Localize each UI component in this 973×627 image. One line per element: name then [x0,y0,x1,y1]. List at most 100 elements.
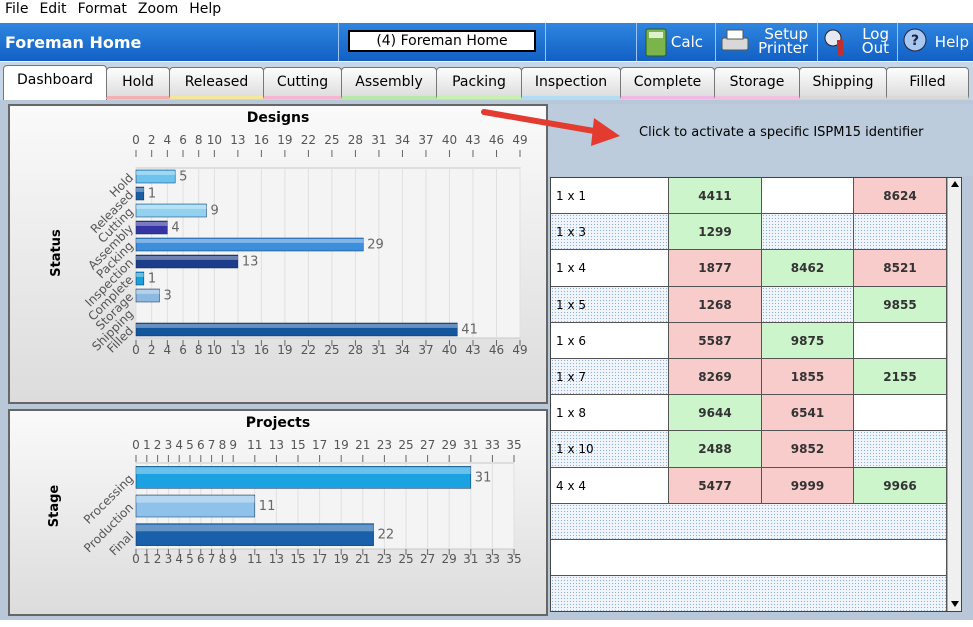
bar-highlight [136,496,255,503]
identifier-grid: 1 x 1 4411 8624 1 x 3 1299 1 x 4 1877 8462 8521 1… [550,177,962,612]
projects-panel: Projects 0 0 1 1 2 2 3 3 4 4 5 5 6 6 7 7 8 8 9 9 11 11 13 13 15 15… [8,409,548,616]
x-tick-label: 15 [290,552,305,566]
id-cell[interactable]: 9999 [762,467,854,504]
row-label[interactable]: 1 x 8 [551,395,669,432]
menu-item[interactable]: Zoom [137,1,179,17]
x-tick-label: 9 [229,438,237,452]
menu-item[interactable]: File [5,1,29,17]
tab[interactable]: Packing [436,67,522,99]
row-label[interactable]: 1 x 10 [551,431,669,468]
x-tick-label: 11 [247,552,262,566]
row-label[interactable]: 4 x 4 [551,467,669,504]
id-cell[interactable]: 6541 [762,395,854,432]
row-label[interactable]: 1 x 5 [551,286,669,323]
toolbar-button[interactable]: Log Out [818,23,893,61]
x-tick-label: 17 [312,438,327,452]
page-selector[interactable]: (4) Foreman Home [348,30,536,52]
tab[interactable]: Cutting [263,67,342,99]
x-tick-label: 28 [348,343,363,357]
x-tick-label: 43 [465,343,480,357]
x-tick-label: 49 [512,343,527,357]
id-cell[interactable]: 1268 [669,286,762,323]
x-tick-label: 23 [377,438,392,452]
bar [135,494,256,518]
x-tick-label: 4 [175,552,183,566]
separator [817,23,818,61]
id-cell[interactable]: 2488 [669,431,762,468]
tab[interactable]: Complete [620,67,715,99]
x-tick-label: 21 [355,438,370,452]
grid-row [551,540,947,577]
tab[interactable]: Assembly [341,67,437,99]
scrollbar[interactable] [947,178,961,611]
id-cell[interactable]: 1855 [762,359,854,396]
id-cell[interactable]: 9875 [762,322,854,359]
scroll-down[interactable] [951,601,959,607]
row-label[interactable]: 1 x 4 [551,250,669,287]
x-tick-label: 21 [355,552,370,566]
id-cell[interactable]: 8521 [854,250,947,287]
row-label[interactable]: 1 x 6 [551,322,669,359]
id-cell[interactable]: 1877 [669,250,762,287]
x-tick-label: 31 [463,438,478,452]
x-tick-label: 3 [165,438,173,452]
toolbar-button[interactable]: ? Help [898,23,973,61]
scroll-up[interactable] [951,181,959,187]
row-label[interactable]: 1 x 3 [551,214,669,251]
tab[interactable]: Storage [714,67,800,99]
x-tick-label: 40 [442,133,457,147]
menu-item[interactable]: Edit [39,1,67,17]
id-cell[interactable]: 9852 [762,431,854,468]
id-cell[interactable]: 8624 [854,178,947,215]
x-tick-label: 25 [324,343,339,357]
x-tick-label: 7 [208,552,216,566]
value-label: 13 [242,255,259,270]
bar [135,254,239,269]
x-tick-label: 37 [418,343,433,357]
tab[interactable]: Dashboard [3,65,107,100]
row-label[interactable]: 1 x 1 [551,178,669,215]
id-cell[interactable]: 9966 [854,467,947,504]
tab[interactable]: Released [169,67,264,99]
x-tick-label: 27 [420,438,435,452]
id-cell[interactable]: 2155 [854,359,947,396]
empty-cell [762,286,854,323]
bar-highlight [136,222,168,226]
empty-cell [854,214,947,251]
tab[interactable]: Inspection [521,67,621,99]
id-cell[interactable]: 9644 [669,395,762,432]
toolbar-button[interactable]: Calc [637,23,707,61]
x-tick-label: 25 [398,438,413,452]
x-tick-label: 31 [371,343,386,357]
value-label: 11 [259,499,276,514]
tab[interactable]: Filled [886,67,969,99]
icon-shape [649,32,663,38]
toolbar-button[interactable]: Setup Printer [716,23,812,61]
value-label: 4 [171,221,179,236]
tab[interactable]: Hold [106,67,170,99]
row-label[interactable]: 1 x 7 [551,359,669,396]
bar [135,237,364,252]
button-label: Log Out [861,25,889,57]
x-tick-label: 6 [179,343,187,357]
id-cell[interactable]: 9855 [854,286,947,323]
separator [636,23,637,61]
menu-item[interactable]: Help [189,1,222,17]
bar [135,220,168,235]
id-cell[interactable]: 5587 [669,322,762,359]
menu-item[interactable]: Format [77,1,127,17]
x-tick-label: 15 [290,438,305,452]
id-cell[interactable]: 1299 [669,214,762,251]
id-cell[interactable]: 5477 [669,467,762,504]
bar-highlight [136,188,144,192]
tab[interactable]: Shipping [799,67,887,99]
x-tick-label: 2 [154,438,162,452]
bar-highlight [136,171,176,175]
x-tick-label: 28 [348,133,363,147]
id-cell[interactable]: 8462 [762,250,854,287]
bar [135,288,160,303]
x-tick-label: 46 [489,343,504,357]
id-cell[interactable]: 8269 [669,359,762,396]
id-cell[interactable]: 4411 [669,178,762,215]
x-tick-label: 2 [148,343,156,357]
